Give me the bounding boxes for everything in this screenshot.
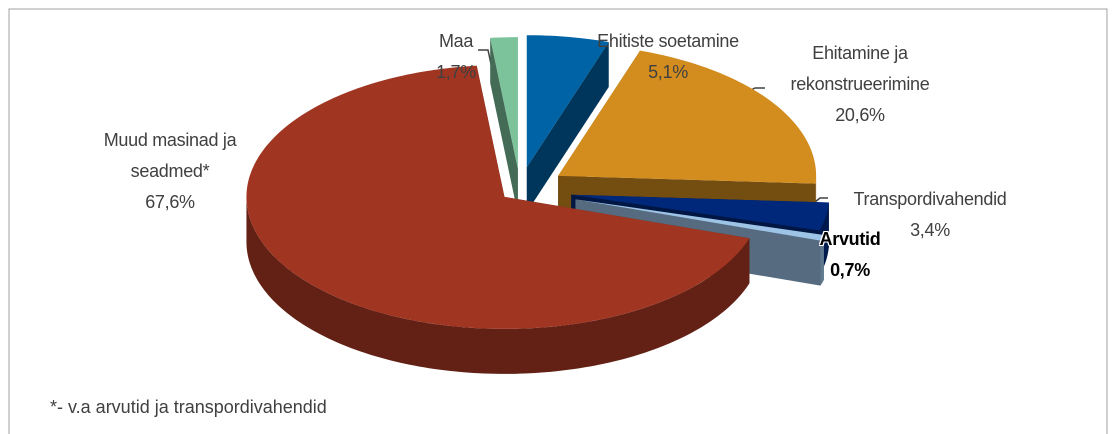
value-label: 20,6% [835, 105, 885, 125]
value-label: 0,7% [830, 260, 870, 280]
slice-label: Muud masinad ja seadmed* [103, 130, 237, 181]
slice-face [490, 37, 518, 215]
slice-label: Maa [438, 31, 474, 51]
value-label: 5,1% [648, 62, 688, 82]
slice-label: Ehitamine ja rekonstrueerimine [790, 43, 930, 94]
slice-label: Transpordivahendid [853, 189, 1007, 209]
slice-side [820, 235, 824, 286]
value-label: 1,7% [436, 62, 476, 82]
slice-side [246, 196, 750, 374]
slice-label: Ehitiste soetamine [597, 31, 739, 51]
value-label: 67,6% [145, 192, 195, 212]
slice [490, 37, 518, 170]
slice [526, 35, 609, 168]
footnote: *- v.a arvutid ja transpordivahendid [50, 397, 327, 417]
slice-face [526, 42, 609, 213]
slice [246, 65, 750, 329]
slice [575, 199, 824, 241]
slice [571, 194, 829, 231]
value-label: 3,4% [910, 220, 950, 240]
slice-label: Arvutid [819, 229, 881, 249]
slice [558, 50, 817, 184]
chart-border [8, 8, 1108, 434]
